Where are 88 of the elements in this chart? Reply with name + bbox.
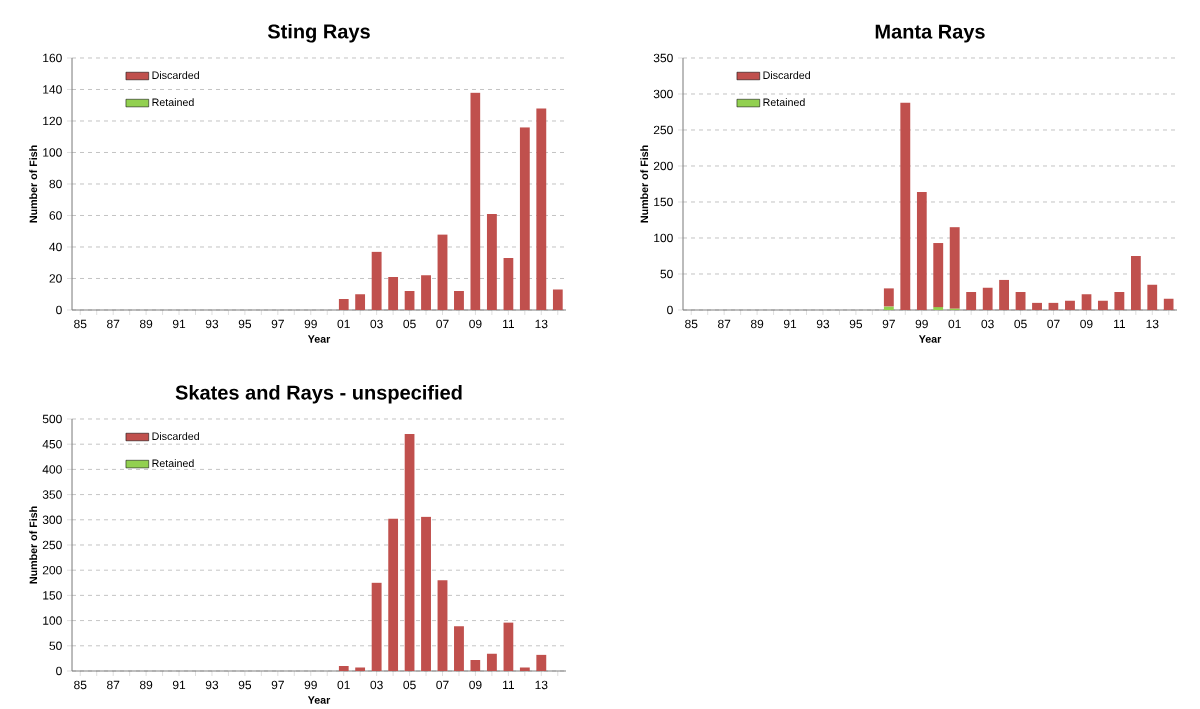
x-tick-label: 05 xyxy=(403,680,416,690)
x-tick-label: 05 xyxy=(403,319,416,329)
x-tick-label: 07 xyxy=(436,680,449,690)
x-tick-label: 95 xyxy=(849,319,863,329)
y-tick-label: 250 xyxy=(653,125,673,135)
x-tick-label: 89 xyxy=(750,319,764,329)
x-tick-label: 89 xyxy=(139,319,153,329)
legend-label: Discarded xyxy=(763,71,810,79)
x-tick-label: 03 xyxy=(981,319,994,329)
y-tick-label: 150 xyxy=(654,197,673,207)
x-tick-label: 11 xyxy=(503,680,515,689)
y-tick-label: 400 xyxy=(42,465,62,474)
x-tick-label: 93 xyxy=(205,319,219,329)
y-tick-label: 50 xyxy=(660,269,673,279)
legend-label: Retained xyxy=(152,98,194,107)
x-tick-label: 09 xyxy=(469,319,482,329)
y-tick-label: 300 xyxy=(42,515,62,525)
y-tick-label: 0 xyxy=(56,666,62,676)
x-tick-label: 03 xyxy=(370,680,383,690)
x-axis-title: Year xyxy=(918,335,942,343)
x-tick-label: 85 xyxy=(685,319,698,329)
x-tick-label: 05 xyxy=(1014,319,1027,329)
y-tick-label: 500 xyxy=(42,414,62,424)
x-tick-label: 91 xyxy=(172,319,186,329)
x-tick-label: 87 xyxy=(107,680,120,690)
legend-label: Discarded xyxy=(152,71,199,79)
x-tick-label: 07 xyxy=(436,319,449,329)
y-axis-title: Number of Fish xyxy=(29,145,38,223)
x-tick-label: 11 xyxy=(503,319,515,328)
x-tick-label: 93 xyxy=(816,319,830,329)
y-tick-label: 200 xyxy=(42,565,62,575)
x-tick-label: 97 xyxy=(882,319,895,329)
x-tick-label: 85 xyxy=(74,319,87,329)
y-tick-label: 250 xyxy=(42,540,62,550)
y-tick-label: 350 xyxy=(42,490,62,499)
chart-title: Skates and Rays - unspecified xyxy=(175,384,462,404)
x-tick-label: 91 xyxy=(783,319,797,329)
x-tick-label: 87 xyxy=(107,319,120,329)
x-tick-label: 13 xyxy=(535,319,548,329)
x-tick-label: 03 xyxy=(370,319,383,329)
x-tick-label: 13 xyxy=(535,680,548,690)
x-tick-label: 87 xyxy=(718,319,731,329)
x-tick-label: 11 xyxy=(1114,319,1126,328)
y-tick-label: 150 xyxy=(43,591,62,600)
y-tick-label: 0 xyxy=(667,305,673,315)
x-tick-label: 01 xyxy=(337,319,350,329)
legend-label: Retained xyxy=(763,98,805,107)
y-tick-label: 100 xyxy=(43,616,62,625)
y-tick-label: 100 xyxy=(654,233,673,243)
y-tick-label: 300 xyxy=(653,89,673,99)
x-tick-label: 99 xyxy=(304,680,317,690)
x-tick-label: 91 xyxy=(172,680,186,690)
y-tick-label: 450 xyxy=(42,439,62,449)
x-tick-label: 99 xyxy=(915,319,928,329)
x-tick-label: 09 xyxy=(469,680,482,690)
y-tick-label: 50 xyxy=(49,641,62,651)
x-tick-label: 95 xyxy=(238,319,252,329)
x-tick-label: 97 xyxy=(271,680,284,690)
y-tick-label: 200 xyxy=(653,161,673,171)
y-tick-label: 0 xyxy=(56,305,62,315)
x-axis-title: Year xyxy=(307,335,331,343)
y-axis-title: Number of Fish xyxy=(29,506,38,584)
y-tick-label: 40 xyxy=(49,242,62,252)
y-tick-label: 20 xyxy=(49,274,62,283)
chart-title: Manta Rays xyxy=(875,24,985,43)
y-tick-label: 120 xyxy=(43,116,62,126)
x-tick-label: 07 xyxy=(1047,319,1060,329)
legend-label: Discarded xyxy=(152,432,199,440)
x-tick-label: 13 xyxy=(1146,319,1159,329)
x-tick-label: 95 xyxy=(238,680,252,690)
x-tick-label: 85 xyxy=(74,680,87,690)
x-tick-label: 01 xyxy=(337,680,350,690)
x-axis-title: Year xyxy=(307,696,331,704)
y-tick-label: 350 xyxy=(653,53,673,63)
y-tick-label: 140 xyxy=(43,85,62,94)
x-tick-label: 99 xyxy=(304,319,317,329)
legend-label: Retained xyxy=(152,459,194,468)
y-tick-label: 100 xyxy=(43,148,62,157)
y-tick-label: 60 xyxy=(49,211,62,220)
x-tick-label: 89 xyxy=(139,680,153,690)
chart-title: Sting Rays xyxy=(267,23,370,43)
y-axis-title: Number of Fish xyxy=(640,145,649,223)
y-tick-label: 160 xyxy=(43,53,62,63)
x-tick-label: 93 xyxy=(205,680,219,690)
y-tick-label: 80 xyxy=(49,179,62,189)
x-tick-label: 09 xyxy=(1080,319,1093,329)
x-tick-label: 97 xyxy=(271,319,284,329)
x-tick-label: 01 xyxy=(948,319,961,329)
